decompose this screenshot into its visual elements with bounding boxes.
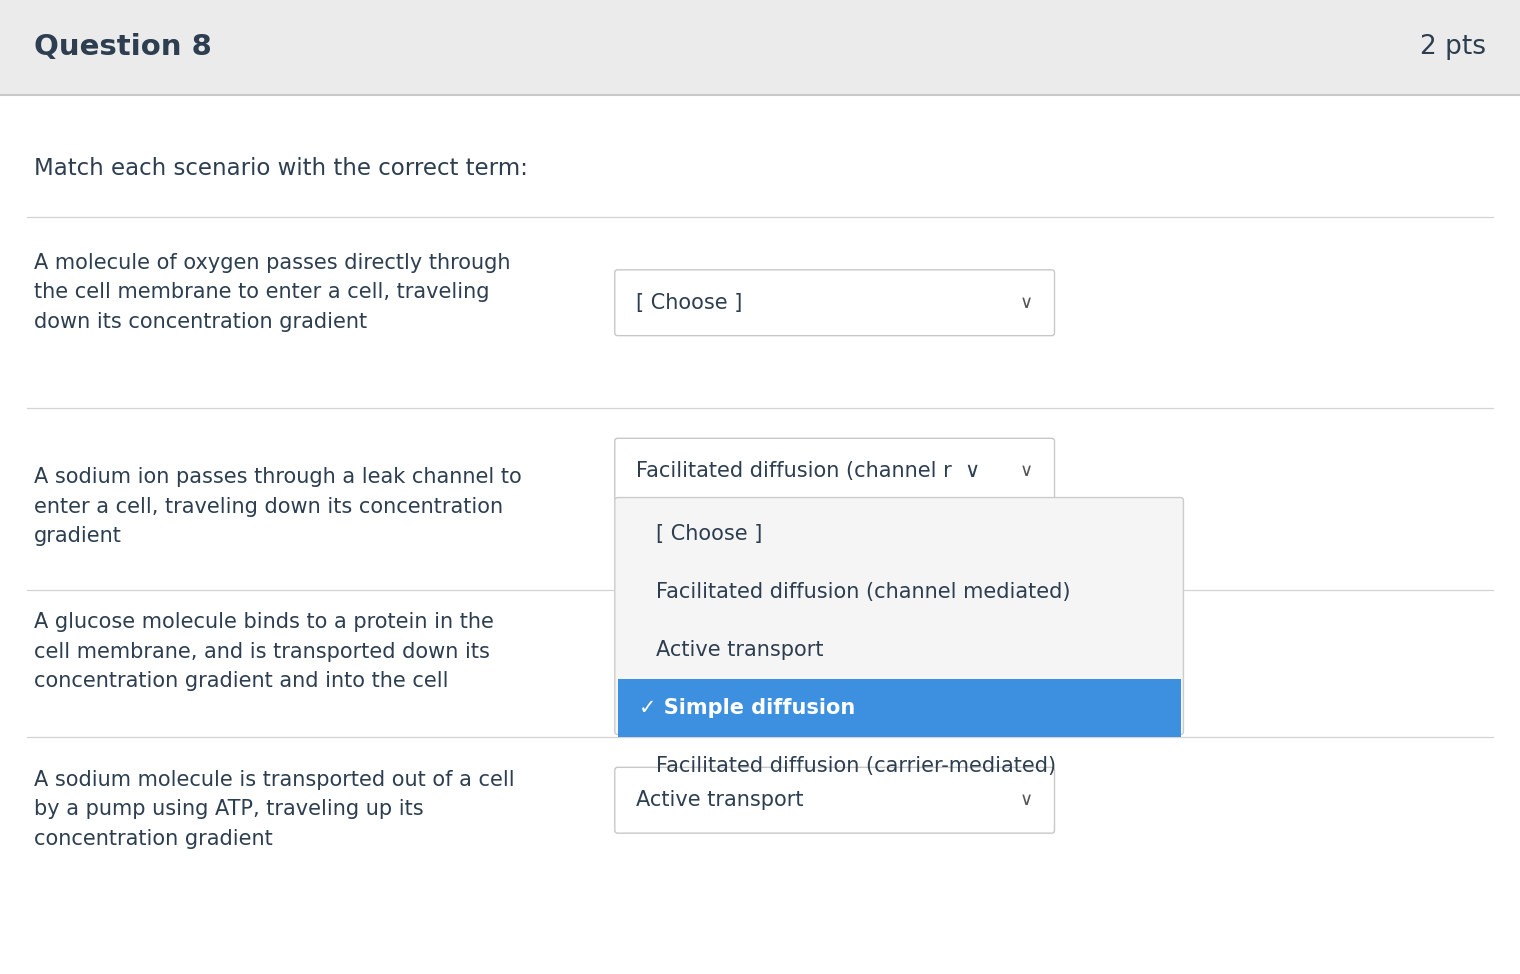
Text: A sodium molecule is transported out of a cell
by a pump using ATP, traveling up: A sodium molecule is transported out of …	[33, 769, 515, 849]
FancyBboxPatch shape	[614, 438, 1055, 505]
Text: [ Choose ]: [ Choose ]	[655, 524, 762, 544]
FancyBboxPatch shape	[614, 270, 1055, 336]
Text: [ Choose ]: [ Choose ]	[637, 293, 743, 313]
FancyBboxPatch shape	[0, 0, 1520, 94]
Text: 2 pts: 2 pts	[1420, 34, 1487, 60]
Text: ∨: ∨	[1020, 294, 1032, 312]
Text: ✓ Simple diffusion: ✓ Simple diffusion	[640, 698, 856, 718]
Text: Match each scenario with the correct term:: Match each scenario with the correct ter…	[33, 157, 527, 180]
Text: A sodium ion passes through a leak channel to
enter a cell, traveling down its c: A sodium ion passes through a leak chann…	[33, 468, 521, 546]
Text: A molecule of oxygen passes directly through
the cell membrane to enter a cell, : A molecule of oxygen passes directly thr…	[33, 252, 511, 332]
Text: ∨: ∨	[1020, 463, 1032, 480]
Text: A glucose molecule binds to a protein in the
cell membrane, and is transported d: A glucose molecule binds to a protein in…	[33, 612, 494, 692]
FancyBboxPatch shape	[614, 768, 1055, 833]
FancyBboxPatch shape	[617, 679, 1181, 737]
FancyBboxPatch shape	[614, 498, 1184, 734]
Text: Facilitated diffusion (channel mediated): Facilitated diffusion (channel mediated)	[655, 582, 1070, 602]
Text: Question 8: Question 8	[33, 33, 211, 61]
Text: Facilitated diffusion (carrier-mediated): Facilitated diffusion (carrier-mediated)	[655, 756, 1055, 776]
Text: Active transport: Active transport	[637, 790, 804, 810]
Text: ∨: ∨	[1020, 791, 1032, 809]
Text: Active transport: Active transport	[655, 640, 822, 660]
Text: Facilitated diffusion (channel r  ∨: Facilitated diffusion (channel r ∨	[637, 462, 980, 481]
